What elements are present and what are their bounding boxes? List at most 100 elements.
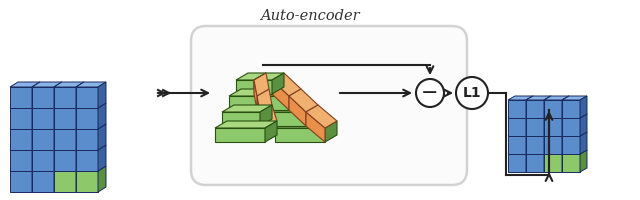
- Polygon shape: [526, 132, 551, 136]
- Polygon shape: [257, 89, 269, 110]
- Polygon shape: [32, 103, 62, 108]
- Polygon shape: [526, 132, 533, 154]
- Polygon shape: [275, 128, 325, 142]
- Polygon shape: [32, 166, 62, 171]
- Polygon shape: [544, 114, 569, 118]
- Polygon shape: [257, 96, 260, 126]
- Polygon shape: [10, 124, 40, 129]
- Polygon shape: [289, 96, 306, 126]
- Polygon shape: [272, 80, 289, 110]
- Polygon shape: [222, 105, 272, 112]
- Polygon shape: [544, 96, 551, 118]
- Polygon shape: [306, 112, 325, 142]
- Polygon shape: [10, 103, 40, 108]
- Polygon shape: [54, 171, 76, 192]
- Polygon shape: [254, 73, 269, 96]
- Polygon shape: [222, 112, 260, 126]
- Polygon shape: [508, 118, 526, 136]
- Polygon shape: [544, 118, 562, 136]
- Polygon shape: [32, 108, 54, 129]
- Polygon shape: [54, 124, 84, 129]
- Text: L1: L1: [463, 86, 481, 100]
- Polygon shape: [32, 87, 54, 108]
- Polygon shape: [580, 132, 587, 154]
- Polygon shape: [289, 89, 318, 112]
- Polygon shape: [32, 82, 40, 108]
- Polygon shape: [562, 114, 587, 118]
- Polygon shape: [10, 82, 40, 87]
- Polygon shape: [32, 166, 40, 192]
- Polygon shape: [98, 124, 106, 150]
- Polygon shape: [54, 82, 62, 108]
- Polygon shape: [10, 145, 40, 150]
- Polygon shape: [215, 121, 277, 128]
- Polygon shape: [54, 145, 62, 171]
- Polygon shape: [325, 121, 337, 142]
- Polygon shape: [580, 150, 587, 172]
- Polygon shape: [54, 103, 62, 129]
- Polygon shape: [544, 132, 551, 154]
- Polygon shape: [257, 89, 272, 112]
- Polygon shape: [508, 154, 526, 172]
- Polygon shape: [254, 80, 257, 110]
- Polygon shape: [306, 105, 318, 126]
- Polygon shape: [544, 100, 562, 118]
- Polygon shape: [229, 96, 257, 110]
- Polygon shape: [254, 80, 272, 94]
- Polygon shape: [508, 96, 533, 100]
- Polygon shape: [526, 154, 544, 172]
- Polygon shape: [580, 114, 587, 136]
- Polygon shape: [544, 150, 551, 172]
- Polygon shape: [32, 103, 40, 129]
- Polygon shape: [10, 150, 32, 171]
- Polygon shape: [76, 150, 98, 171]
- Polygon shape: [265, 121, 277, 142]
- Polygon shape: [289, 89, 301, 110]
- Polygon shape: [544, 132, 569, 136]
- Polygon shape: [54, 145, 84, 150]
- Polygon shape: [544, 154, 562, 172]
- Polygon shape: [508, 150, 533, 154]
- Polygon shape: [526, 114, 533, 136]
- Polygon shape: [526, 136, 544, 154]
- Polygon shape: [54, 108, 76, 129]
- Polygon shape: [54, 166, 62, 192]
- Polygon shape: [272, 73, 301, 96]
- Polygon shape: [268, 112, 306, 126]
- Polygon shape: [562, 96, 587, 100]
- Polygon shape: [526, 150, 533, 172]
- Polygon shape: [32, 145, 62, 150]
- Polygon shape: [32, 124, 40, 150]
- Polygon shape: [10, 166, 40, 171]
- Polygon shape: [236, 80, 254, 94]
- Polygon shape: [508, 114, 533, 118]
- Polygon shape: [562, 150, 569, 172]
- Polygon shape: [32, 145, 40, 171]
- Polygon shape: [76, 166, 84, 192]
- Polygon shape: [260, 105, 272, 126]
- Polygon shape: [254, 73, 284, 80]
- Polygon shape: [76, 82, 84, 108]
- Polygon shape: [562, 114, 569, 136]
- Circle shape: [456, 77, 488, 109]
- Polygon shape: [10, 129, 32, 150]
- Polygon shape: [54, 87, 76, 108]
- Polygon shape: [76, 166, 106, 171]
- Polygon shape: [76, 103, 106, 108]
- Polygon shape: [544, 136, 562, 154]
- Polygon shape: [76, 145, 106, 150]
- Polygon shape: [562, 132, 587, 136]
- Polygon shape: [254, 73, 266, 94]
- Polygon shape: [32, 150, 54, 171]
- Text: Auto-encoder: Auto-encoder: [260, 9, 360, 23]
- Polygon shape: [526, 118, 544, 136]
- Polygon shape: [32, 82, 62, 87]
- Polygon shape: [260, 112, 265, 142]
- Polygon shape: [54, 124, 62, 150]
- Polygon shape: [76, 103, 84, 129]
- Polygon shape: [508, 100, 526, 118]
- Polygon shape: [98, 82, 106, 108]
- Polygon shape: [562, 100, 580, 118]
- Polygon shape: [76, 124, 106, 129]
- Polygon shape: [236, 73, 266, 80]
